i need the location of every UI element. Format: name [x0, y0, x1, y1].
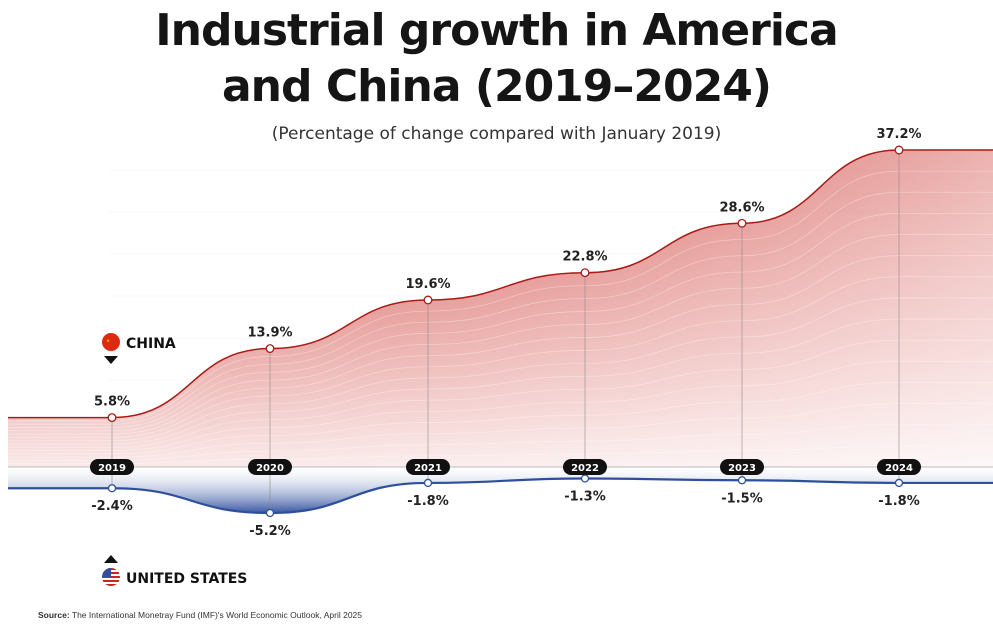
china-flag-icon: [102, 333, 120, 351]
year-tick-label: 2023: [728, 463, 756, 474]
us-value-label: -2.4%: [91, 499, 132, 514]
pointer-up-icon: [104, 555, 118, 563]
year-pill: 2020: [248, 459, 292, 475]
us-point: [737, 476, 747, 485]
source-note: Source: The International Monetray Fund …: [38, 610, 362, 620]
year-pill: 2022: [563, 459, 607, 475]
us-line: [8, 477, 993, 515]
chart-title-line-2: and China (2019–2024): [221, 61, 772, 112]
china-value-label: 5.8%: [94, 395, 130, 410]
china-line: [8, 149, 993, 419]
us-point: [107, 484, 117, 493]
us-value-label: -1.8%: [407, 494, 448, 509]
source-label: Source:: [38, 610, 70, 620]
us-area: [8, 467, 993, 513]
year-pill: 2024: [877, 459, 921, 475]
china-value-label: 13.9%: [247, 326, 292, 341]
us-point: [265, 508, 275, 518]
source-text: The International Monetray Fund (IMF)'s …: [71, 610, 362, 620]
us-point: [580, 474, 590, 483]
china-value-label: 19.6%: [405, 277, 450, 292]
us-value-label: -1.8%: [878, 494, 919, 509]
china-point: [894, 145, 904, 155]
china-point: [107, 413, 117, 423]
china-area-fade: [8, 150, 993, 467]
year-tick-label: 2021: [414, 463, 442, 474]
year-pill: 2019: [90, 459, 134, 475]
pointer-down-icon: [104, 356, 118, 364]
year-pill: 2021: [406, 459, 450, 475]
year-pill: 2023: [720, 459, 764, 475]
china-streaks: [8, 170, 993, 465]
chart-subtitle: (Percentage of change compared with Janu…: [271, 124, 722, 144]
year-tick-label: 2019: [98, 463, 126, 474]
year-tick-label: 2024: [885, 463, 913, 474]
year-tick-label: 2020: [256, 463, 284, 474]
china-value-label: 28.6%: [719, 200, 764, 215]
legend-china-label: CHINA: [126, 336, 176, 352]
us-flag-icon: [102, 568, 120, 586]
us-value-label: -1.5%: [721, 491, 762, 506]
legend-us: UNITED STATES: [102, 555, 247, 587]
china-point: [580, 268, 590, 278]
us-point: [894, 478, 904, 488]
legend-china: CHINA: [102, 333, 176, 364]
legend-us-label: UNITED STATES: [126, 571, 247, 587]
china-point: [423, 295, 433, 305]
china-point: [737, 218, 747, 228]
chart-title-line-1: Industrial growth in America: [155, 5, 838, 56]
us-value-label: -1.3%: [564, 490, 605, 505]
year-tick-label: 2022: [571, 463, 599, 474]
us-value-label: -5.2%: [249, 524, 290, 539]
china-point: [265, 344, 275, 354]
china-value-label: 22.8%: [562, 250, 607, 265]
china-value-label: 37.2%: [876, 127, 921, 142]
us-point: [423, 478, 433, 488]
